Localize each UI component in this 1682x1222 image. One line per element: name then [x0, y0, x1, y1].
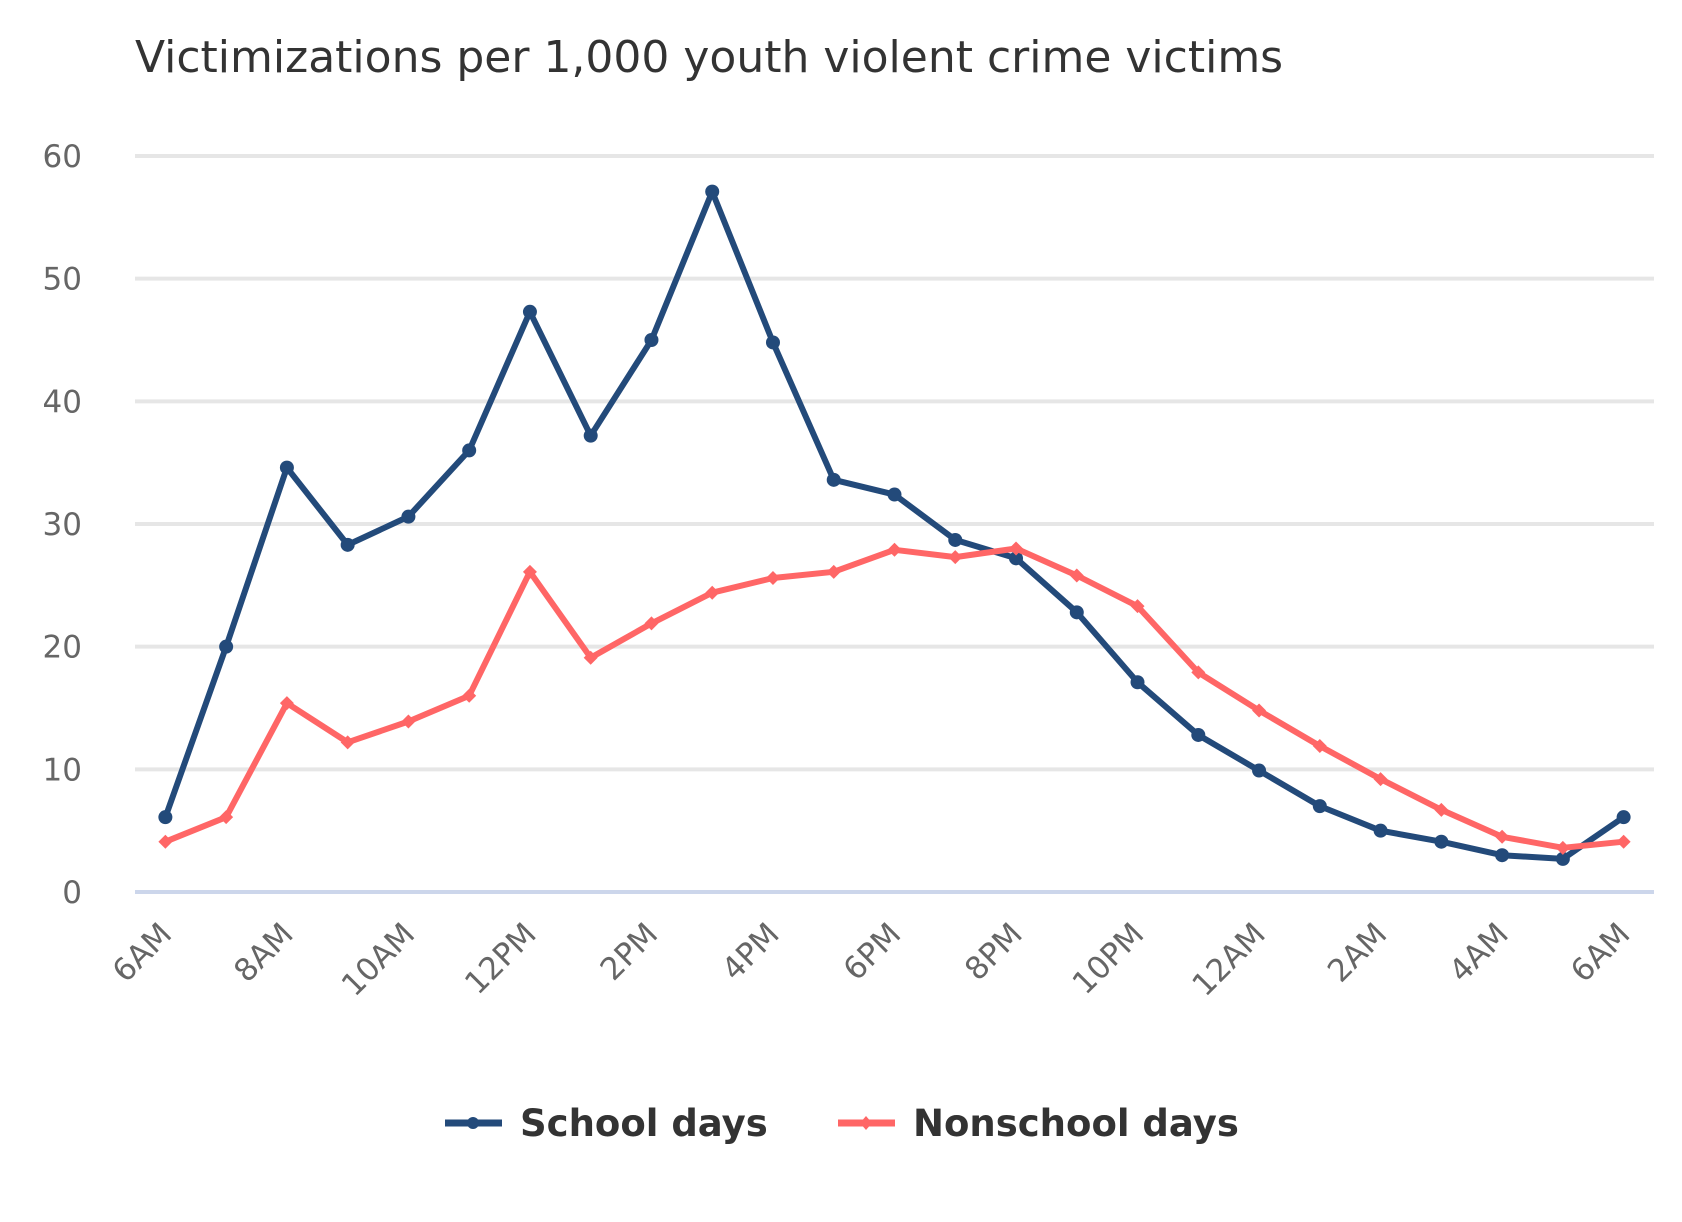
data-point[interactable] [340, 735, 355, 750]
data-point[interactable] [401, 509, 416, 524]
data-point[interactable] [219, 810, 234, 825]
data-point[interactable] [887, 487, 902, 502]
x-tick-label: 4AM [1442, 916, 1515, 989]
legend-label-nonschool-days: Nonschool days [913, 1102, 1239, 1145]
y-tick-label: 20 [43, 630, 82, 666]
data-point[interactable] [1434, 802, 1449, 817]
legend-marker-diamond-icon [860, 1116, 872, 1130]
data-point[interactable] [765, 335, 780, 350]
x-axis-labels: 6AM 8AM 10AM 12PM 2PM 4PM 6PM 8PM 10PM 12AM 2AM 4AM… [106, 916, 1638, 1003]
data-point[interactable] [826, 564, 841, 579]
data-point[interactable] [1373, 823, 1388, 838]
x-tick-label: 10AM [335, 916, 422, 1003]
legend-label-school-days: School days [520, 1102, 768, 1145]
data-point[interactable] [705, 585, 720, 600]
data-point[interactable] [1555, 840, 1570, 855]
data-point[interactable] [1252, 763, 1267, 778]
x-tick-label: 2PM [594, 916, 666, 988]
x-tick-label: 12PM [458, 916, 543, 1001]
y-tick-label: 50 [43, 262, 82, 298]
y-tick-label: 60 [43, 139, 82, 175]
legend: School days Nonschool days [445, 1102, 1239, 1145]
y-tick-label: 30 [43, 507, 82, 543]
data-point[interactable] [948, 550, 963, 565]
x-tick-label: 10PM [1066, 916, 1151, 1001]
data-point[interactable] [644, 616, 659, 631]
data-point[interactable] [1495, 848, 1510, 863]
x-tick-label: 6PM [837, 916, 909, 988]
data-point[interactable] [340, 537, 355, 552]
data-point[interactable] [1495, 829, 1510, 844]
data-point[interactable] [583, 428, 598, 443]
data-point[interactable] [462, 443, 477, 458]
series-line [162, 545, 1627, 851]
x-tick-label: 6AM [1564, 916, 1637, 989]
data-point[interactable] [1252, 703, 1267, 718]
data-point[interactable] [462, 688, 477, 703]
y-tick-label: 40 [43, 384, 82, 420]
legend-marker-circle-icon [467, 1117, 479, 1129]
data-point[interactable] [887, 542, 902, 557]
data-point[interactable] [401, 714, 416, 729]
data-point[interactable] [765, 570, 780, 585]
data-point[interactable] [583, 650, 598, 665]
y-tick-label: 10 [43, 752, 82, 788]
data-point[interactable] [279, 460, 294, 475]
data-point[interactable] [158, 810, 173, 825]
x-tick-label: 2AM [1321, 916, 1394, 989]
data-point[interactable] [1312, 739, 1327, 754]
data-point[interactable] [522, 564, 537, 579]
data-point[interactable] [1616, 810, 1631, 825]
grid-lines [135, 154, 1654, 894]
x-tick-label: 4PM [715, 916, 787, 988]
y-tick-label: 0 [62, 875, 82, 911]
y-axis-labels: 0 10 20 30 40 50 60 [43, 139, 82, 911]
data-point[interactable] [1009, 551, 1024, 566]
legend-item-nonschool-days[interactable]: Nonschool days [838, 1102, 1239, 1145]
series-school-days [158, 184, 1631, 866]
x-tick-label: 8AM [227, 916, 300, 989]
data-point[interactable] [826, 472, 841, 487]
x-tick-label: 6AM [106, 916, 179, 989]
data-point[interactable] [948, 532, 963, 547]
series-nonschool-days [158, 541, 1631, 855]
chart-title: Victimizations per 1,000 youth violent c… [135, 32, 1283, 83]
data-point[interactable] [1312, 799, 1327, 814]
data-point[interactable] [1434, 834, 1449, 849]
x-tick-label: 12AM [1185, 916, 1272, 1003]
data-point[interactable] [644, 333, 659, 347]
data-point[interactable] [1069, 605, 1084, 620]
data-point[interactable] [1616, 834, 1631, 849]
x-tick-label: 8PM [958, 916, 1030, 988]
data-point[interactable] [1130, 599, 1145, 614]
data-point[interactable] [522, 304, 537, 319]
data-point[interactable] [279, 696, 294, 711]
data-point[interactable] [1009, 541, 1024, 556]
data-point[interactable] [1069, 568, 1084, 583]
data-point[interactable] [1555, 851, 1570, 866]
data-point[interactable] [1191, 665, 1206, 680]
data-point[interactable] [705, 184, 720, 199]
data-point[interactable] [1373, 772, 1388, 787]
data-point[interactable] [1130, 675, 1145, 690]
data-point[interactable] [1191, 727, 1206, 742]
legend-item-school-days[interactable]: School days [445, 1102, 768, 1145]
series-lines [158, 184, 1631, 866]
data-point[interactable] [158, 834, 173, 849]
data-point[interactable] [219, 639, 234, 654]
